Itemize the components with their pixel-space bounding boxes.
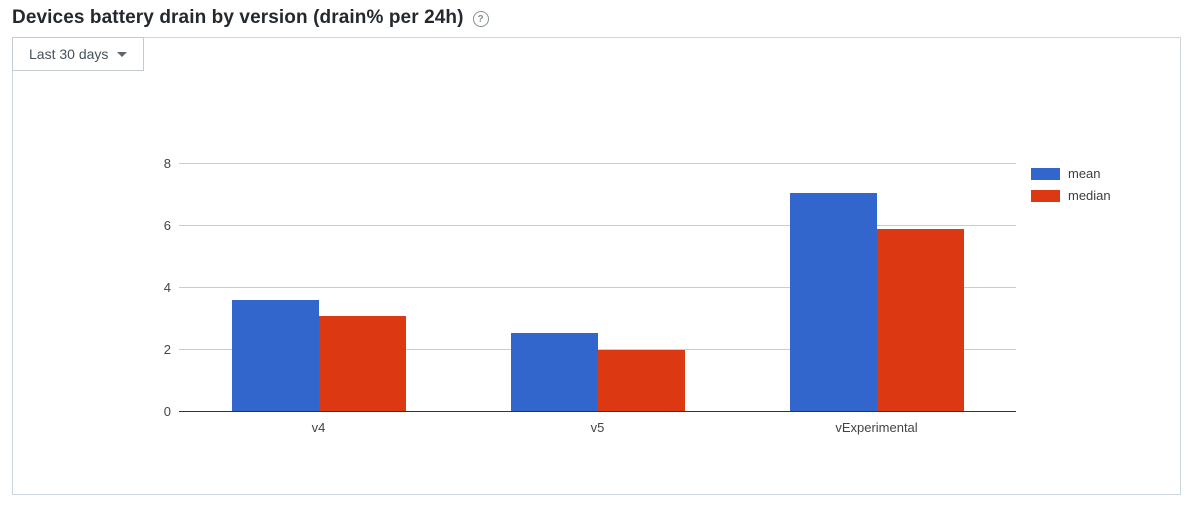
chart-panel: Last 30 days mean median 0 2 4 6 8 v4 v5 vExperi…	[12, 37, 1181, 495]
y-axis-tick-4: 4	[163, 280, 171, 295]
legend-label-mean: mean	[1068, 166, 1101, 181]
date-range-dropdown[interactable]: Last 30 days	[12, 37, 144, 71]
gridline-y6	[179, 225, 1016, 226]
y-axis-tick-0: 0	[163, 404, 171, 419]
legend-swatch-mean	[1031, 167, 1060, 180]
legend-item-median: median	[1031, 189, 1111, 202]
bar-median-vExperimental[interactable]	[877, 229, 964, 412]
bar-mean-vExperimental[interactable]	[790, 193, 877, 412]
help-icon[interactable]: ?	[472, 11, 489, 27]
bar-mean-v4[interactable]	[232, 300, 319, 412]
date-range-label: Last 30 days	[29, 46, 109, 62]
legend-item-mean: mean	[1031, 167, 1111, 180]
y-axis-tick-2: 2	[163, 342, 171, 357]
x-axis-label-v5: v5	[590, 420, 605, 435]
x-axis-baseline	[179, 411, 1016, 412]
chart-header: Devices battery drain by version (drain%…	[12, 3, 489, 33]
x-axis-label-v4: v4	[311, 420, 326, 435]
gridline-y4	[179, 287, 1016, 288]
x-axis-label-vExperimental: vExperimental	[835, 420, 918, 435]
y-axis-tick-8: 8	[163, 156, 171, 171]
legend-label-median: median	[1068, 188, 1111, 203]
chart-legend: mean median	[1031, 167, 1111, 202]
chevron-down-icon	[117, 51, 128, 57]
y-axis-tick-6: 6	[163, 218, 171, 233]
legend-swatch-median	[1031, 189, 1060, 202]
gridline-y8	[179, 163, 1016, 164]
bar-mean-v5[interactable]	[511, 333, 598, 412]
bar-median-v5[interactable]	[598, 350, 685, 412]
plot-area	[179, 163, 1016, 412]
page-title: Devices battery drain by version (drain%…	[12, 7, 464, 28]
bar-median-v4[interactable]	[319, 316, 406, 412]
